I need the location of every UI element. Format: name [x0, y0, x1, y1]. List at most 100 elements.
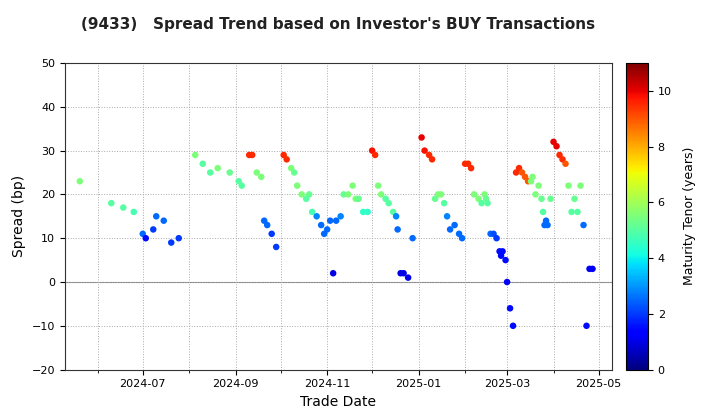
Point	[362, 209, 374, 215]
Point	[572, 209, 583, 215]
Point	[261, 222, 273, 228]
Point	[465, 165, 477, 171]
Point	[390, 213, 402, 220]
Point	[347, 182, 359, 189]
Point	[551, 143, 562, 150]
Point	[292, 182, 303, 189]
Y-axis label: Spread (bp): Spread (bp)	[12, 175, 26, 257]
Point	[488, 231, 500, 237]
Point	[501, 278, 513, 285]
Point	[491, 235, 503, 242]
Point	[429, 195, 441, 202]
Point	[495, 252, 507, 259]
X-axis label: Trade Date: Trade Date	[300, 395, 377, 409]
Point	[325, 217, 336, 224]
Point	[281, 156, 292, 163]
Point	[530, 191, 541, 198]
Point	[398, 270, 410, 277]
Point	[527, 173, 539, 180]
Point	[366, 147, 378, 154]
Point	[508, 323, 519, 329]
Point	[166, 239, 177, 246]
Point	[554, 152, 565, 158]
Point	[416, 134, 428, 141]
Point	[476, 200, 487, 207]
Point	[566, 209, 577, 215]
Point	[462, 160, 474, 167]
Point	[204, 169, 216, 176]
Point	[278, 152, 289, 158]
Point	[545, 195, 557, 202]
Point	[482, 200, 493, 207]
Point	[387, 209, 399, 215]
Point	[539, 222, 550, 228]
Point	[454, 231, 465, 237]
Point	[438, 200, 450, 207]
Point	[106, 200, 117, 207]
Point	[380, 195, 392, 202]
Point	[441, 213, 453, 220]
Point	[197, 160, 209, 167]
Point	[296, 191, 307, 198]
Point	[510, 169, 522, 176]
Point	[522, 178, 534, 185]
Point	[500, 257, 511, 263]
Point	[480, 195, 492, 202]
Point	[557, 156, 568, 163]
Point	[271, 244, 282, 250]
Point	[383, 200, 395, 207]
Point	[533, 182, 544, 189]
Point	[526, 178, 537, 185]
Point	[303, 191, 315, 198]
Point	[150, 213, 162, 220]
Point	[559, 160, 571, 167]
Point	[243, 152, 255, 158]
Point	[212, 165, 223, 171]
Point	[311, 213, 323, 220]
Point	[456, 235, 468, 242]
Point	[468, 191, 480, 198]
Point	[258, 217, 270, 224]
Point	[300, 195, 312, 202]
Point	[432, 191, 444, 198]
Point	[233, 178, 245, 185]
Point	[519, 173, 531, 180]
Point	[587, 265, 598, 272]
Point	[423, 152, 435, 158]
Point	[516, 169, 528, 176]
Point	[236, 182, 248, 189]
Point	[321, 226, 333, 233]
Point	[479, 191, 490, 198]
Point	[541, 222, 553, 228]
Point	[419, 147, 431, 154]
Point	[117, 204, 129, 211]
Point	[343, 191, 354, 198]
Point	[548, 139, 559, 145]
Point	[137, 231, 148, 237]
Point	[569, 195, 580, 202]
Point	[536, 195, 547, 202]
Point	[392, 226, 403, 233]
Point	[407, 235, 418, 242]
Point	[289, 169, 300, 176]
Point	[375, 191, 387, 198]
Point	[285, 165, 297, 171]
Point	[494, 248, 505, 255]
Point	[256, 173, 267, 180]
Point	[504, 305, 516, 312]
Point	[158, 217, 169, 224]
Point	[307, 209, 318, 215]
Point	[372, 182, 384, 189]
Point	[581, 323, 593, 329]
Point	[563, 182, 575, 189]
Text: (9433)   Spread Trend based on Investor's BUY Transactions: (9433) Spread Trend based on Investor's …	[81, 17, 595, 32]
Point	[251, 169, 263, 176]
Point	[369, 152, 381, 158]
Point	[350, 195, 361, 202]
Point	[395, 270, 406, 277]
Y-axis label: Maturity Tenor (years): Maturity Tenor (years)	[683, 147, 696, 286]
Point	[577, 222, 589, 228]
Point	[315, 222, 327, 228]
Point	[266, 231, 277, 237]
Point	[436, 191, 447, 198]
